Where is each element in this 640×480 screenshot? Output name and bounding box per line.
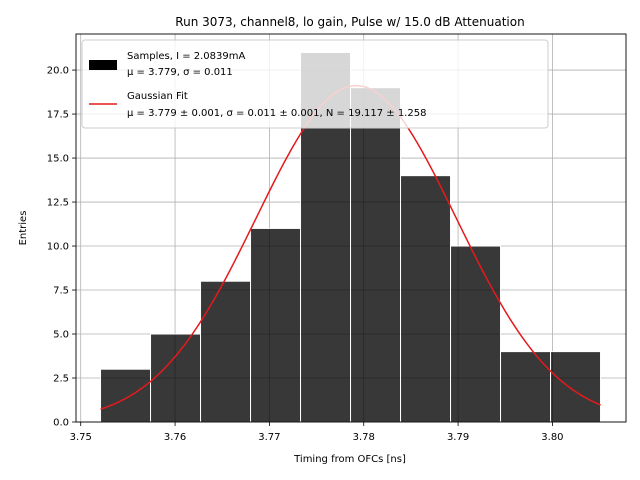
y-tick-label: 20.0	[47, 66, 69, 77]
legend-samples-stats: μ = 3.779, σ = 0.011	[127, 67, 233, 78]
chart-title: Run 3073, channel8, lo gain, Pulse w/ 15…	[175, 15, 524, 29]
histogram-bar	[100, 368, 152, 423]
histogram-bar	[150, 333, 202, 423]
y-tick-label: 5.0	[53, 330, 69, 341]
histogram-bar	[450, 245, 502, 423]
histogram-bars	[100, 51, 602, 423]
x-tick-label: 3.77	[258, 432, 280, 443]
x-axis-ticks: 3.75 3.76 3.77 3.78 3.79 3.80	[70, 422, 564, 443]
y-axis-label: Entries	[18, 211, 29, 246]
legend-fit-stats: μ = 3.779 ± 0.001, σ = 0.011 ± 0.001, N …	[127, 108, 426, 119]
legend: Samples, I = 2.0839mA μ = 3.779, σ = 0.0…	[81, 39, 549, 129]
x-tick-label: 3.76	[164, 432, 186, 443]
histogram-bar	[350, 87, 402, 423]
histogram-bar	[400, 175, 452, 423]
y-tick-label: 12.5	[47, 198, 69, 209]
y-tick-label: 17.5	[47, 110, 69, 121]
y-tick-label: 15.0	[47, 154, 69, 165]
y-tick-label: 2.5	[53, 374, 69, 385]
legend-box	[81, 39, 549, 129]
x-axis-label: Timing from OFCs [ns]	[293, 454, 406, 465]
x-tick-label: 3.79	[447, 432, 469, 443]
y-tick-label: 10.0	[47, 242, 69, 253]
histogram-bar	[200, 280, 252, 423]
x-tick-label: 3.78	[353, 432, 375, 443]
legend-samples-label: Samples, I = 2.0839mA	[127, 51, 245, 62]
histogram-bar	[250, 227, 302, 423]
y-tick-label: 7.5	[53, 286, 69, 297]
legend-fit-label: Gaussian Fit	[127, 91, 188, 102]
x-tick-label: 3.75	[70, 432, 92, 443]
y-tick-label: 0.0	[53, 418, 69, 429]
x-tick-label: 3.80	[541, 432, 563, 443]
legend-samples-patch	[89, 60, 117, 70]
y-axis-ticks: 0.0 2.5 5.0 7.5 10.0 12.5 15.0 17.5 20.0	[47, 66, 76, 429]
plot-frame	[75, 33, 627, 423]
histogram-bar	[550, 351, 602, 423]
